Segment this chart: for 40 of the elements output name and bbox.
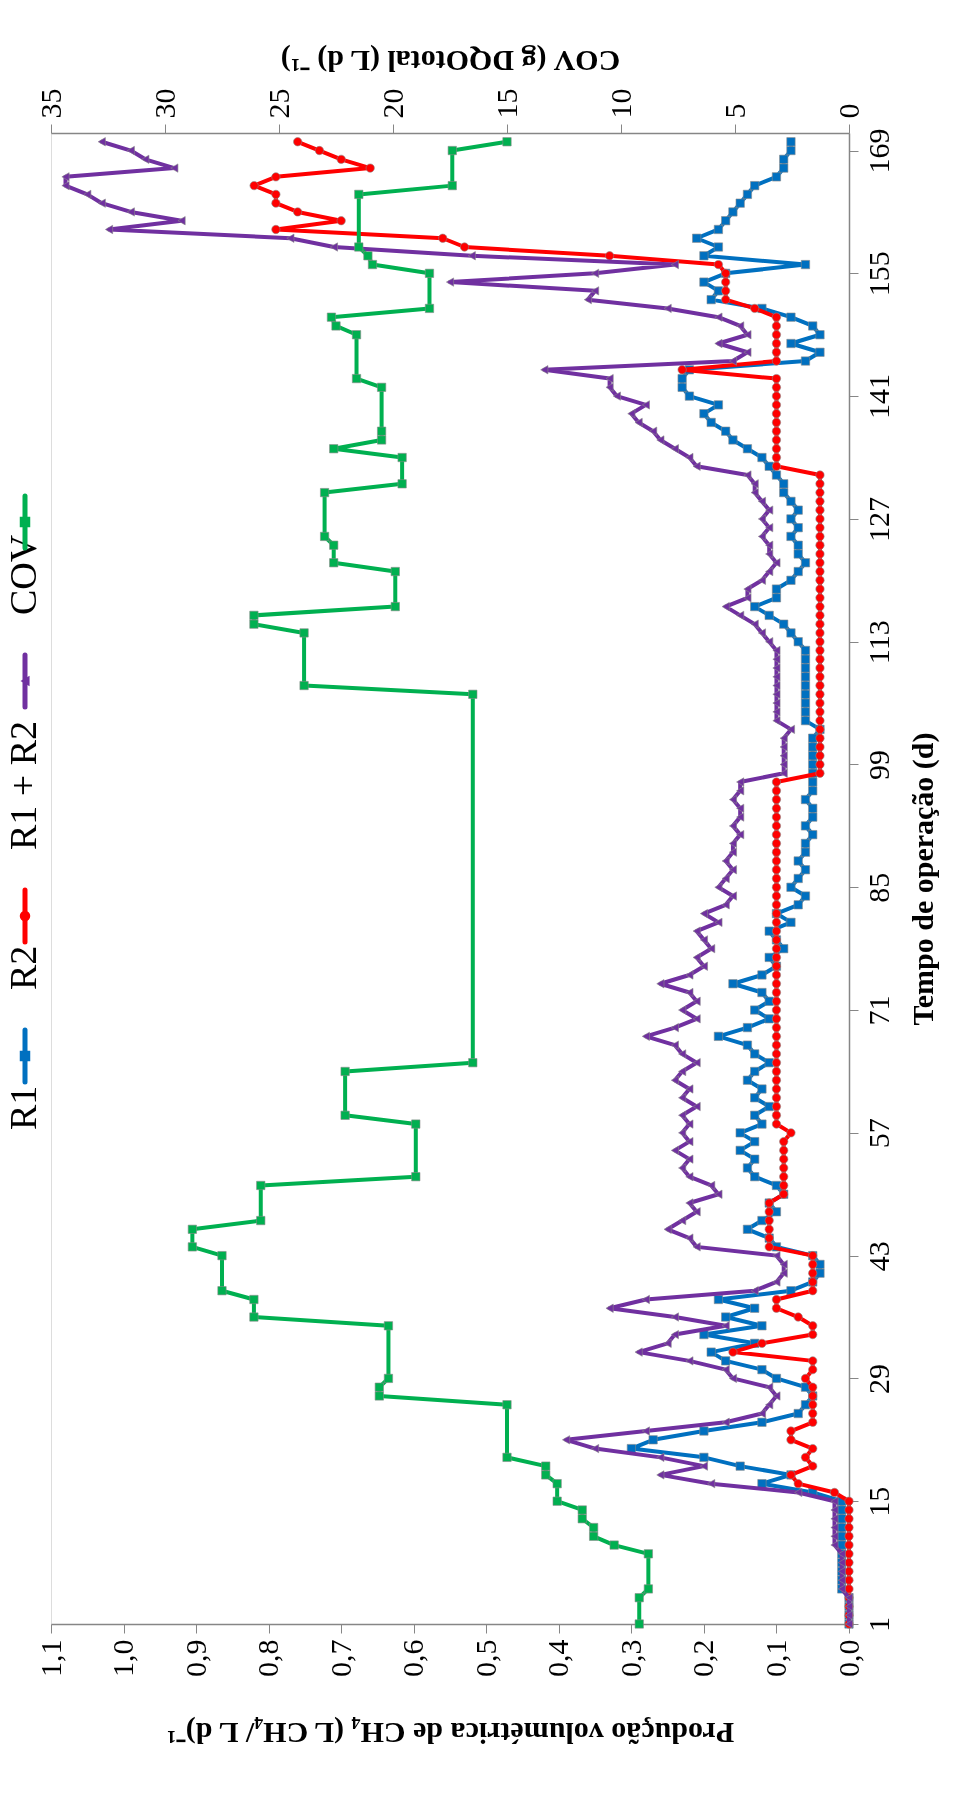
y-tick-label: 127: [861, 496, 895, 542]
y-tick-label: 155: [861, 251, 895, 297]
x-tick-label: 0,8: [251, 1639, 285, 1677]
x2-tick-label: 5: [717, 103, 751, 119]
x2-tick-label: 35: [33, 88, 67, 119]
x-tick-label: 0,4: [541, 1639, 575, 1677]
y-tick-label: 71: [861, 995, 895, 1026]
x2-axis-title: COV (g DQOtotal (L d) ⁻¹): [280, 43, 621, 78]
y-tick-label: 169: [861, 128, 895, 174]
x2-tick-label: 30: [147, 88, 181, 119]
x2-tick-label: 10: [603, 88, 637, 119]
x-tick-label: 0,7: [323, 1639, 357, 1677]
x-tick-label: 0,3: [613, 1639, 647, 1677]
x2-tick-label: 15: [489, 88, 523, 119]
legend-label: R2: [2, 945, 44, 990]
y-tick-label: 57: [861, 1118, 895, 1149]
y-axis-title: Tempo de operação (d): [905, 732, 940, 1026]
x-tick-label: 0,5: [468, 1639, 502, 1677]
y-tick-label: 1: [861, 1617, 895, 1632]
y-tick-label: 29: [861, 1363, 895, 1394]
x2-tick-label: 25: [261, 88, 295, 119]
legend-label: R1 + R2: [2, 720, 44, 850]
x-tick-label: 0,0: [831, 1639, 865, 1677]
x-tick-label: 0,2: [686, 1639, 720, 1677]
y-tick-label: 15: [861, 1486, 895, 1517]
y-tick-label: 141: [861, 374, 895, 420]
x-tick-label: 0,9: [178, 1639, 212, 1677]
x2-tick-label: 0: [831, 103, 865, 119]
x-tick-label: 0,1: [758, 1639, 792, 1677]
legend-label: R1: [2, 1085, 44, 1130]
y-tick-label: 85: [861, 872, 895, 903]
x-tick-label: 1,1: [33, 1639, 67, 1677]
y-tick-label: 113: [861, 620, 895, 665]
y-tick-label: 99: [861, 749, 895, 780]
legend-label: COV: [2, 534, 44, 615]
y-tick-label: 43: [861, 1241, 895, 1272]
x2-tick-label: 20: [375, 88, 409, 119]
x-tick-label: 1,0: [106, 1639, 140, 1677]
x-axis-title: Produção volumétrica de CH₄ (L CH₄/ L d)⁻¹: [166, 1716, 735, 1750]
x-tick-label: 0,6: [396, 1639, 430, 1677]
